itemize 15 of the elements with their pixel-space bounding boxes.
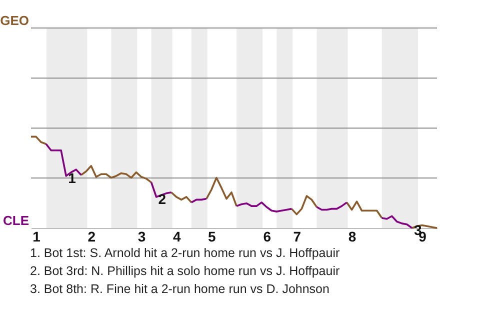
x-tick-label: 2 xyxy=(88,228,96,244)
text: 2. Bot 3rd: N. Phillips hit a solo home run vs J. Hoffpauir xyxy=(30,263,340,280)
x-tick-label: 5 xyxy=(208,228,216,244)
x-tick-label: 7 xyxy=(293,228,302,244)
annotation: 2 xyxy=(158,190,166,207)
x-tick-label: 6 xyxy=(263,228,272,244)
text: 1. Bot 1st: S. Arnold hit a 2-run home run vs J. Hoffpauir xyxy=(30,245,340,262)
x-tick-label: 3 xyxy=(138,228,146,244)
text: GEO xyxy=(0,13,29,28)
x-tick-label: 1 xyxy=(32,228,41,244)
x-tick-label: 8 xyxy=(348,228,356,244)
text: CLE xyxy=(3,213,30,228)
x-tick-label: 4 xyxy=(172,228,181,244)
annotation: 1 xyxy=(68,170,76,186)
text: 3. Bot 8th: R. Fine hit a 2-run home run vs D. Johnson xyxy=(30,281,330,298)
